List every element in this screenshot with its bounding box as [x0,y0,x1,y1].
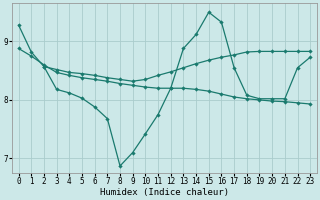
X-axis label: Humidex (Indice chaleur): Humidex (Indice chaleur) [100,188,229,197]
